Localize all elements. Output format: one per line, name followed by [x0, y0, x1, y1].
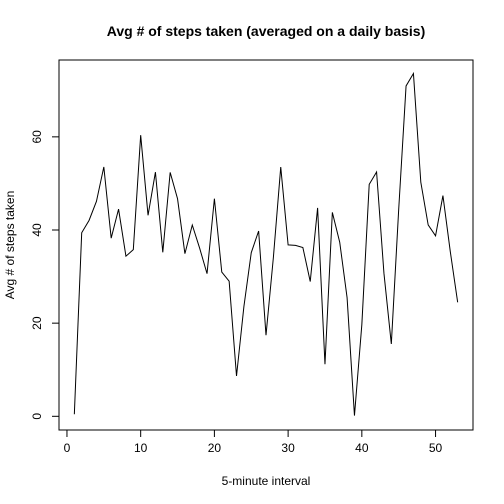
- x-tick-label: 40: [355, 441, 369, 455]
- y-axis-label: Avg # of steps taken: [3, 191, 17, 300]
- x-tick-label: 50: [429, 441, 443, 455]
- y-tick-label: 20: [30, 316, 44, 330]
- x-tick-label: 30: [281, 441, 295, 455]
- plot-frame: [58, 59, 474, 431]
- y-tick-label: 40: [30, 223, 44, 237]
- x-axis-label: 5-minute interval: [222, 474, 311, 488]
- chart-title: Avg # of steps taken (averaged on a dail…: [107, 23, 425, 39]
- y-tick-label: 0: [30, 413, 44, 420]
- data-line: [73, 71, 459, 416]
- x-tick-label: 10: [134, 441, 148, 455]
- x-tick-label: 0: [64, 441, 71, 455]
- y-tick-label: 60: [30, 130, 44, 144]
- x-tick-label: 20: [208, 441, 222, 455]
